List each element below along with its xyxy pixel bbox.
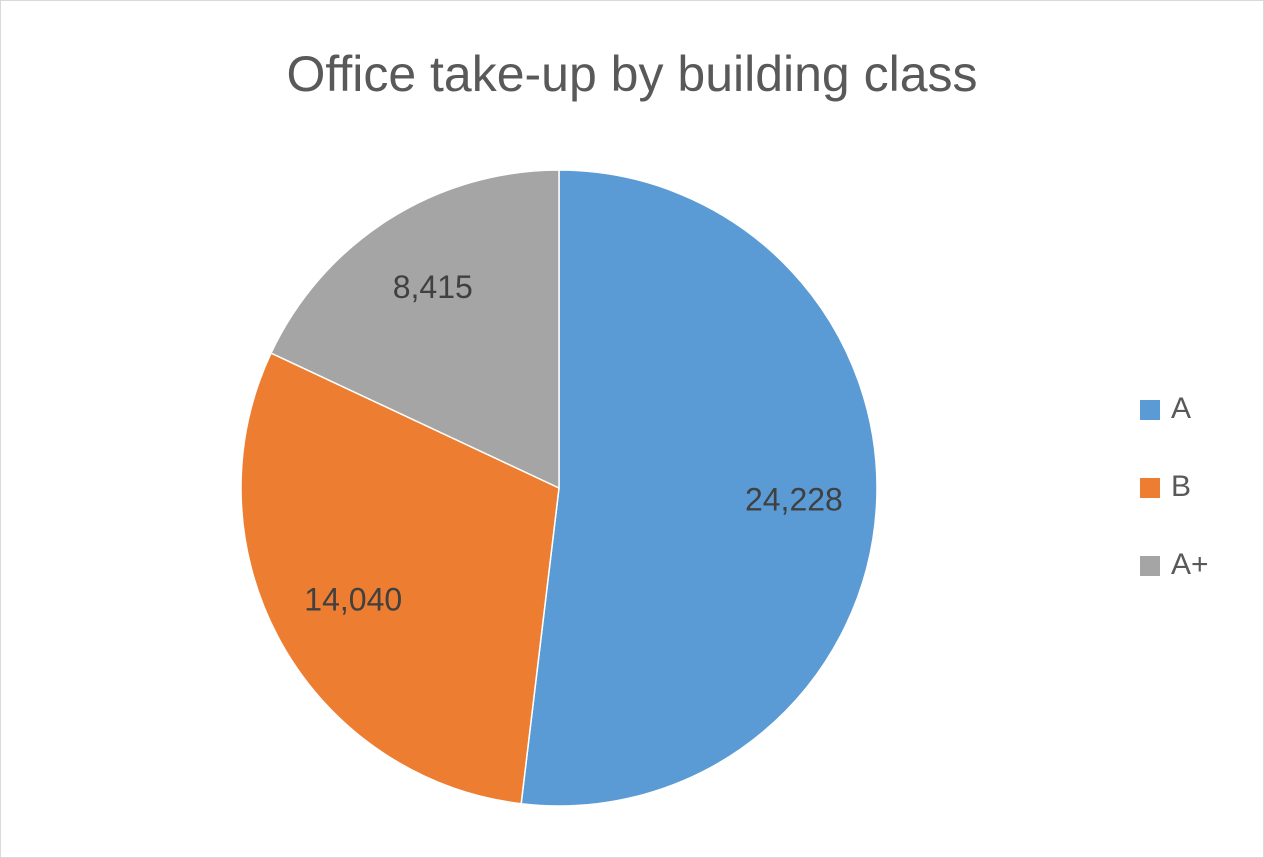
- legend-swatch: [1140, 556, 1160, 576]
- pie-slice: [520, 169, 878, 807]
- legend-swatch: [1140, 400, 1160, 420]
- data-label: 8,415: [393, 269, 473, 305]
- data-label: 14,040: [304, 582, 402, 618]
- legend-label: A+: [1171, 548, 1209, 581]
- pie-slice: [270, 169, 560, 490]
- legend-label: A: [1171, 392, 1191, 425]
- chart-title: Office take-up by building class: [286, 46, 977, 102]
- legend-label: B: [1171, 470, 1191, 503]
- data-label: 24,228: [745, 481, 843, 517]
- pie-slice: [240, 352, 560, 805]
- legend-swatch: [1140, 478, 1160, 498]
